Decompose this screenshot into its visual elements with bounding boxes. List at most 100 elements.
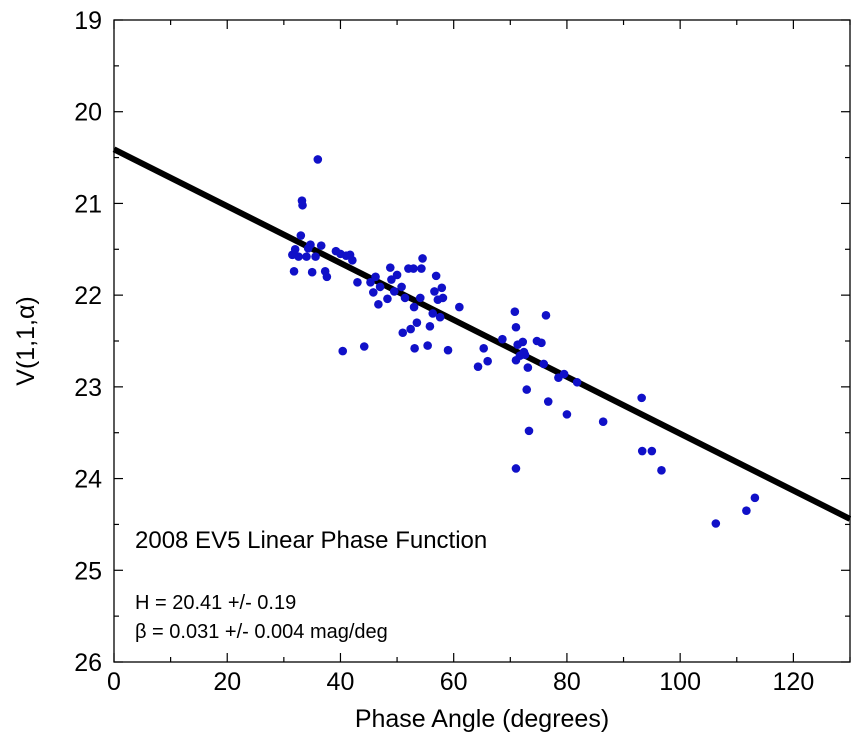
data-point	[510, 307, 520, 316]
data-point	[397, 282, 406, 292]
data-point	[750, 493, 760, 503]
y-axis-label: V(1,1,α)	[12, 296, 40, 385]
data-point	[438, 293, 448, 303]
data-point	[435, 312, 445, 322]
data-point	[647, 446, 657, 456]
x-tick-label: 60	[440, 668, 468, 696]
data-point	[298, 200, 307, 210]
data-point	[415, 293, 425, 303]
data-points	[288, 155, 760, 528]
y-tick-label: 26	[74, 649, 102, 677]
x-tick-label: 80	[553, 668, 581, 696]
data-point	[711, 519, 721, 528]
data-point	[412, 318, 422, 327]
data-point	[409, 302, 419, 312]
y-tick-label: 23	[74, 374, 102, 402]
data-point	[392, 270, 402, 280]
y-tick-label: 21	[74, 190, 102, 218]
data-point	[483, 356, 492, 366]
data-point	[524, 426, 534, 436]
data-point	[637, 446, 647, 456]
data-point	[359, 342, 369, 351]
axis-tick-labels: 0 20 40 60 80 100 120 19 20 21 22 23 24 25 26	[74, 7, 814, 696]
data-point	[307, 267, 317, 277]
data-point	[522, 385, 532, 394]
data-point	[383, 294, 392, 304]
x-tick-label: 120	[773, 668, 815, 696]
data-point	[353, 278, 362, 287]
y-tick-label: 22	[74, 282, 102, 310]
data-point	[410, 344, 419, 353]
plot-frame	[113, 19, 851, 663]
data-point	[598, 417, 608, 427]
data-point	[511, 322, 521, 332]
data-point	[428, 309, 438, 318]
plot-annotation-h-fit: H = 20.41 +/- 0.19	[135, 592, 296, 614]
data-point	[389, 287, 399, 296]
data-point	[437, 283, 447, 293]
data-point	[498, 334, 507, 344]
data-point	[657, 466, 666, 475]
data-point	[302, 252, 311, 261]
plot-area	[113, 19, 851, 663]
linear-fit-line	[112, 146, 851, 522]
data-point	[430, 287, 439, 296]
data-point	[541, 311, 551, 320]
data-point	[366, 278, 375, 287]
y-tick-label: 25	[74, 557, 102, 585]
data-point	[479, 344, 488, 353]
data-point	[398, 328, 408, 338]
data-point	[742, 506, 751, 515]
data-point	[368, 288, 378, 297]
data-point	[400, 293, 410, 303]
data-point	[385, 263, 395, 272]
data-point	[473, 362, 483, 371]
data-point	[425, 322, 435, 331]
data-point	[306, 240, 315, 249]
data-point	[511, 464, 521, 473]
data-point	[572, 377, 582, 387]
data-point	[290, 244, 300, 254]
data-point	[409, 264, 418, 273]
data-point	[543, 397, 553, 406]
data-point	[296, 231, 306, 240]
data-point	[418, 254, 427, 263]
plot-annotation-name: 2008 EV5 Linear Phase Function	[135, 527, 487, 554]
data-point	[539, 359, 549, 369]
data-point	[375, 282, 385, 292]
data-point	[559, 369, 569, 379]
plot-annotation-beta-fit: β = 0.031 +/- 0.004 mag/deg	[135, 621, 388, 643]
data-point	[443, 345, 453, 355]
x-tick-label: 20	[213, 668, 241, 696]
x-tick-label: 40	[327, 668, 355, 696]
x-axis-label: Phase Angle (degrees)	[355, 705, 609, 733]
data-point	[637, 393, 646, 403]
y-tick-label: 24	[74, 466, 102, 494]
data-point	[316, 241, 326, 250]
data-point	[455, 302, 464, 312]
y-tick-label: 20	[74, 99, 102, 127]
data-point	[520, 350, 530, 360]
data-point	[562, 410, 572, 419]
data-point	[417, 264, 426, 273]
data-point	[523, 363, 533, 372]
y-tick-label: 19	[74, 7, 102, 35]
data-point	[313, 155, 323, 164]
data-point	[371, 272, 380, 282]
data-point	[374, 300, 383, 309]
data-point	[311, 252, 320, 261]
data-point	[406, 324, 415, 334]
axis-ticks	[113, 19, 851, 663]
data-point	[289, 266, 299, 276]
fit-line-group	[112, 146, 851, 522]
data-point	[348, 255, 357, 265]
data-point	[294, 252, 303, 261]
data-point	[518, 337, 528, 347]
data-point	[338, 346, 348, 356]
x-tick-label: 0	[107, 668, 121, 696]
x-tick-label: 100	[659, 668, 701, 696]
data-point	[423, 341, 432, 350]
data-point	[322, 272, 332, 282]
data-point	[537, 338, 546, 348]
